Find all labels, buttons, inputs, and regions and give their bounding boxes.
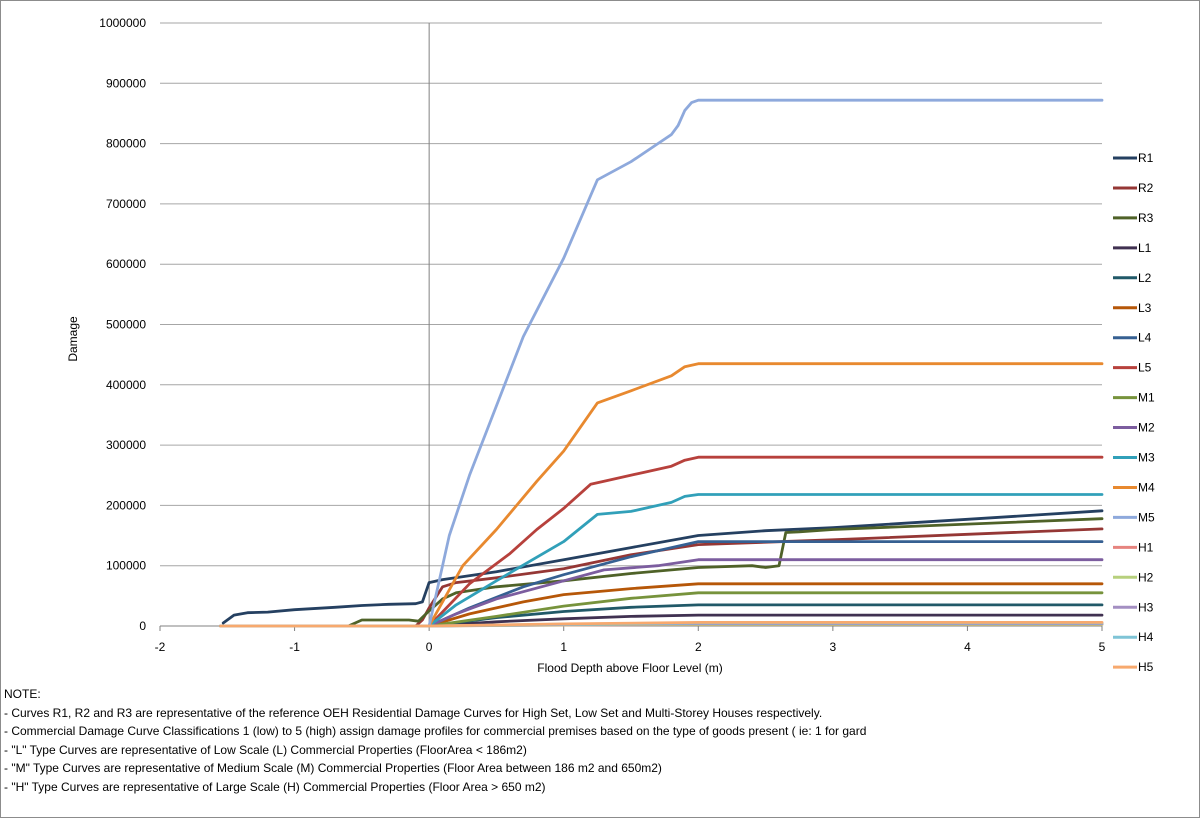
legend-label-l4: L4 <box>1138 331 1152 345</box>
notes-section: NOTE: - Curves R1, R2 and R3 are represe… <box>4 685 1198 797</box>
x-axis-label: Flood Depth above Floor Level (m) <box>537 661 722 675</box>
axes <box>159 23 1103 631</box>
x-tick-label: 1 <box>560 640 567 654</box>
series-line-r1 <box>221 509 1104 625</box>
note-line-1: - Curves R1, R2 and R3 are representativ… <box>4 705 823 720</box>
note-line-4: - "M" Type Curves are representative of … <box>4 761 662 776</box>
y-tick-label: 600000 <box>106 257 146 271</box>
x-tick-label: 0 <box>426 640 433 654</box>
y-tick-label: 500000 <box>106 318 146 332</box>
series-line-m5 <box>219 98 1104 628</box>
legend-label-h4: H4 <box>1138 630 1154 644</box>
legend-label-m1: M1 <box>1138 391 1155 405</box>
y-tick-label: 700000 <box>106 197 146 211</box>
x-tick-label: 2 <box>695 640 702 654</box>
legend-label-h3: H3 <box>1138 600 1154 614</box>
series-line-m3 <box>219 493 1104 628</box>
legend-label-l1: L1 <box>1138 241 1152 255</box>
legend-label-m5: M5 <box>1138 510 1155 524</box>
legend-label-h1: H1 <box>1138 540 1154 554</box>
series-lines <box>219 98 1104 628</box>
legend-label-m3: M3 <box>1138 451 1155 465</box>
legend-label-h5: H5 <box>1138 660 1154 674</box>
gridlines <box>160 22 1102 627</box>
notes-heading: NOTE: <box>4 687 41 701</box>
y-tick-label: 400000 <box>106 378 146 392</box>
x-tick-label: -1 <box>289 640 300 654</box>
legend-label-h2: H2 <box>1138 570 1154 584</box>
y-tick-label: 100000 <box>106 559 146 573</box>
damage-curves-chart: 0 100000 200000 300000 400000 500000 600000 700… <box>66 16 1155 675</box>
y-tick-label: 1000000 <box>99 16 146 30</box>
legend-label-l5: L5 <box>1138 361 1152 375</box>
legend-label-m4: M4 <box>1138 480 1155 494</box>
x-tick-label: -2 <box>155 640 166 654</box>
y-axis-label: Damage <box>66 316 80 362</box>
legend-label-l2: L2 <box>1138 271 1152 285</box>
series-line-r2 <box>219 527 1104 628</box>
y-tick-label: 300000 <box>106 438 146 452</box>
legend-label-m2: M2 <box>1138 421 1155 435</box>
series-line-m4 <box>219 362 1104 628</box>
series-line-m2 <box>219 558 1104 628</box>
y-axis-ticks: 0 100000 200000 300000 400000 500000 600000 700… <box>99 16 146 633</box>
series-line-h5 <box>219 621 1104 628</box>
note-line-2: - Commercial Damage Curve Classification… <box>4 724 867 739</box>
x-axis-ticks: -2 -1 0 1 2 3 4 5 <box>155 640 1106 654</box>
series-line-r3 <box>219 517 1104 628</box>
note-line-3: - "L" Type Curves are representative of … <box>4 742 527 757</box>
note-line-5: - "H" Type Curves are representative of … <box>4 779 546 794</box>
legend-label-r1: R1 <box>1138 151 1154 165</box>
y-tick-label: 0 <box>139 619 146 633</box>
y-tick-label: 200000 <box>106 498 146 512</box>
x-tick-label: 3 <box>830 640 837 654</box>
y-tick-label: 900000 <box>106 76 146 90</box>
y-tick-label: 800000 <box>106 137 146 151</box>
series-line-l5 <box>219 455 1104 628</box>
legend: R1 R2 R3 L1 L2 L3 L4 L5 M1 M2 M3 M4 M5 H1 H2 H3 H4 H5 <box>1113 151 1155 674</box>
legend-label-r2: R2 <box>1138 181 1154 195</box>
x-tick-label: 5 <box>1099 640 1106 654</box>
legend-label-l3: L3 <box>1138 301 1152 315</box>
legend-label-r3: R3 <box>1138 211 1154 225</box>
x-tick-label: 4 <box>964 640 971 654</box>
